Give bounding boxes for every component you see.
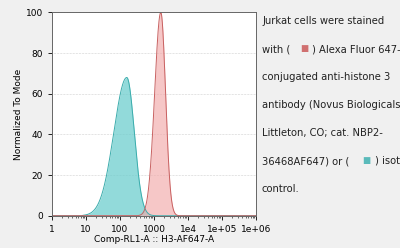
Text: with (: with ( (262, 44, 290, 54)
Text: ) Alexa Fluor 647-: ) Alexa Fluor 647- (312, 44, 400, 54)
Text: 36468AF647) or (: 36468AF647) or ( (262, 156, 349, 166)
X-axis label: Comp-RL1-A :: H3-AF647-A: Comp-RL1-A :: H3-AF647-A (94, 235, 214, 244)
Y-axis label: Normalized To Mode: Normalized To Mode (14, 68, 23, 160)
Text: ■: ■ (300, 44, 308, 53)
Text: ■: ■ (363, 156, 371, 165)
Text: antibody (Novus Biologicals,: antibody (Novus Biologicals, (262, 100, 400, 110)
Text: Jurkat cells were stained: Jurkat cells were stained (262, 16, 384, 27)
Text: control.: control. (262, 184, 300, 194)
Text: ) isotype: ) isotype (375, 156, 400, 166)
Text: conjugated anti-histone 3: conjugated anti-histone 3 (262, 72, 390, 82)
Text: Littleton, CO; cat. NBP2-: Littleton, CO; cat. NBP2- (262, 128, 383, 138)
